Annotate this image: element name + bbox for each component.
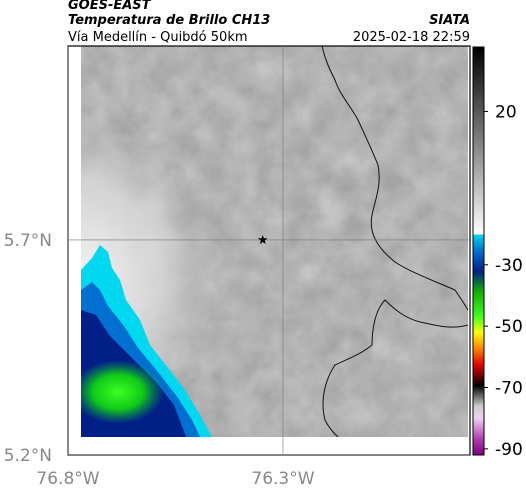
- lon-tick-label: 76.8°W: [36, 469, 99, 489]
- colorbar-tick-label: -90: [495, 440, 523, 460]
- lon-tick-label: 76.3°W: [251, 469, 314, 489]
- colorbar-tick-label: -70: [495, 379, 523, 399]
- source: SIATA: [429, 13, 470, 28]
- datetime: 2025-02-18 22:59: [353, 30, 470, 45]
- lat-tick-label: 5.7°N: [4, 231, 52, 251]
- lat-tick-label: 5.2°N: [4, 446, 52, 466]
- colorbar: [472, 46, 485, 456]
- subtitle: Temperatura de Brillo CH13: [68, 13, 270, 28]
- location-marker: [258, 235, 268, 244]
- colorbar-tick-label: 20: [495, 102, 517, 122]
- title: GOES-EAST: [68, 0, 152, 13]
- colorbar-tick-label: -30: [495, 256, 523, 276]
- location: Vía Medellín - Quibdó 50km: [68, 30, 248, 45]
- satellite-image: [81, 46, 468, 437]
- colorbar-tick-label: -50: [495, 317, 523, 337]
